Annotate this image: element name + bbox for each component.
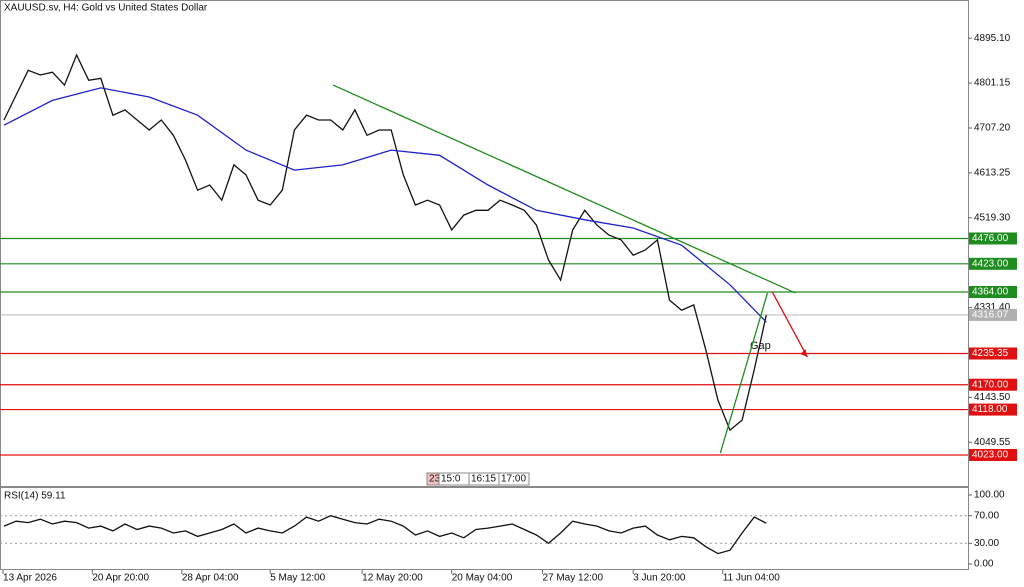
y-tick-label: 4519.30 — [974, 212, 1011, 223]
rsi-line — [3, 515, 767, 555]
current-price-label: 4316.07 — [972, 310, 1009, 321]
y-tick-label: 4331.40 — [974, 302, 1011, 313]
annotation: Gap — [750, 340, 771, 352]
y-tick-label: 4143.50 — [974, 392, 1011, 403]
trendline — [771, 291, 809, 358]
level-box — [969, 347, 1017, 360]
x-tick-label: 3 Jun 20:00 — [633, 573, 686, 584]
time-box — [498, 472, 530, 486]
time-box-label: 15:0 — [441, 474, 461, 485]
time-box-label: 23 — [429, 474, 441, 485]
moving-average — [3, 87, 767, 323]
y-tick-label: 4613.25 — [974, 168, 1011, 179]
level-box — [969, 403, 1017, 416]
level-label: 4118.00 — [972, 404, 1008, 415]
y-tick-label: 0.00 — [974, 559, 994, 570]
x-tick-label: 12 May 20:00 — [362, 573, 423, 584]
time-box-label: 16:15 — [471, 474, 496, 485]
level-box — [969, 286, 1017, 299]
trendline — [332, 84, 796, 294]
level-label: 4476.00 — [972, 233, 1009, 244]
x-tick-label: 11 Jun 04:00 — [723, 573, 781, 584]
level-label: 4170.00 — [972, 379, 1009, 390]
time-box-label: 17:00 — [501, 474, 526, 485]
rsi-frame — [0, 487, 969, 570]
y-tick-label: 70.00 — [974, 510, 999, 521]
y-tick-label: 4895.10 — [974, 33, 1011, 44]
trendline — [719, 292, 769, 454]
x-tick-label: 28 Apr 04:00 — [182, 573, 239, 584]
main-frame — [0, 0, 969, 487]
chart-title: XAUUSD.sv, H4: Gold vs United States Dol… — [4, 3, 208, 14]
rsi-title: RSI(14) 59.11 — [4, 491, 66, 502]
level-box — [969, 378, 1017, 391]
level-label: 4423.00 — [972, 258, 1009, 269]
level-label: 4364.00 — [972, 287, 1009, 298]
level-label: 4235.35 — [972, 348, 1009, 359]
y-tick-label: 100.00 — [974, 490, 1005, 501]
price-line — [3, 53, 767, 432]
current-price-box — [969, 308, 1017, 321]
x-tick-label: 13 Apr 2026 — [3, 573, 57, 584]
y-tick-label: 30.00 — [974, 538, 999, 549]
level-box — [969, 257, 1017, 270]
y-tick-label: 4049.55 — [974, 437, 1011, 448]
y-tick-label: 4707.20 — [974, 123, 1011, 134]
x-tick-label: 27 May 12:00 — [542, 573, 603, 584]
x-tick-label: 20 May 04:00 — [452, 573, 513, 584]
x-tick-label: 5 May 12:00 — [270, 573, 325, 584]
y-tick-label: 4801.15 — [974, 78, 1011, 89]
level-box — [969, 448, 1017, 461]
level-box — [969, 232, 1017, 245]
level-label: 4023.00 — [972, 450, 1009, 461]
x-tick-label: 20 Apr 20:00 — [92, 573, 149, 584]
arrow-head — [800, 349, 808, 358]
